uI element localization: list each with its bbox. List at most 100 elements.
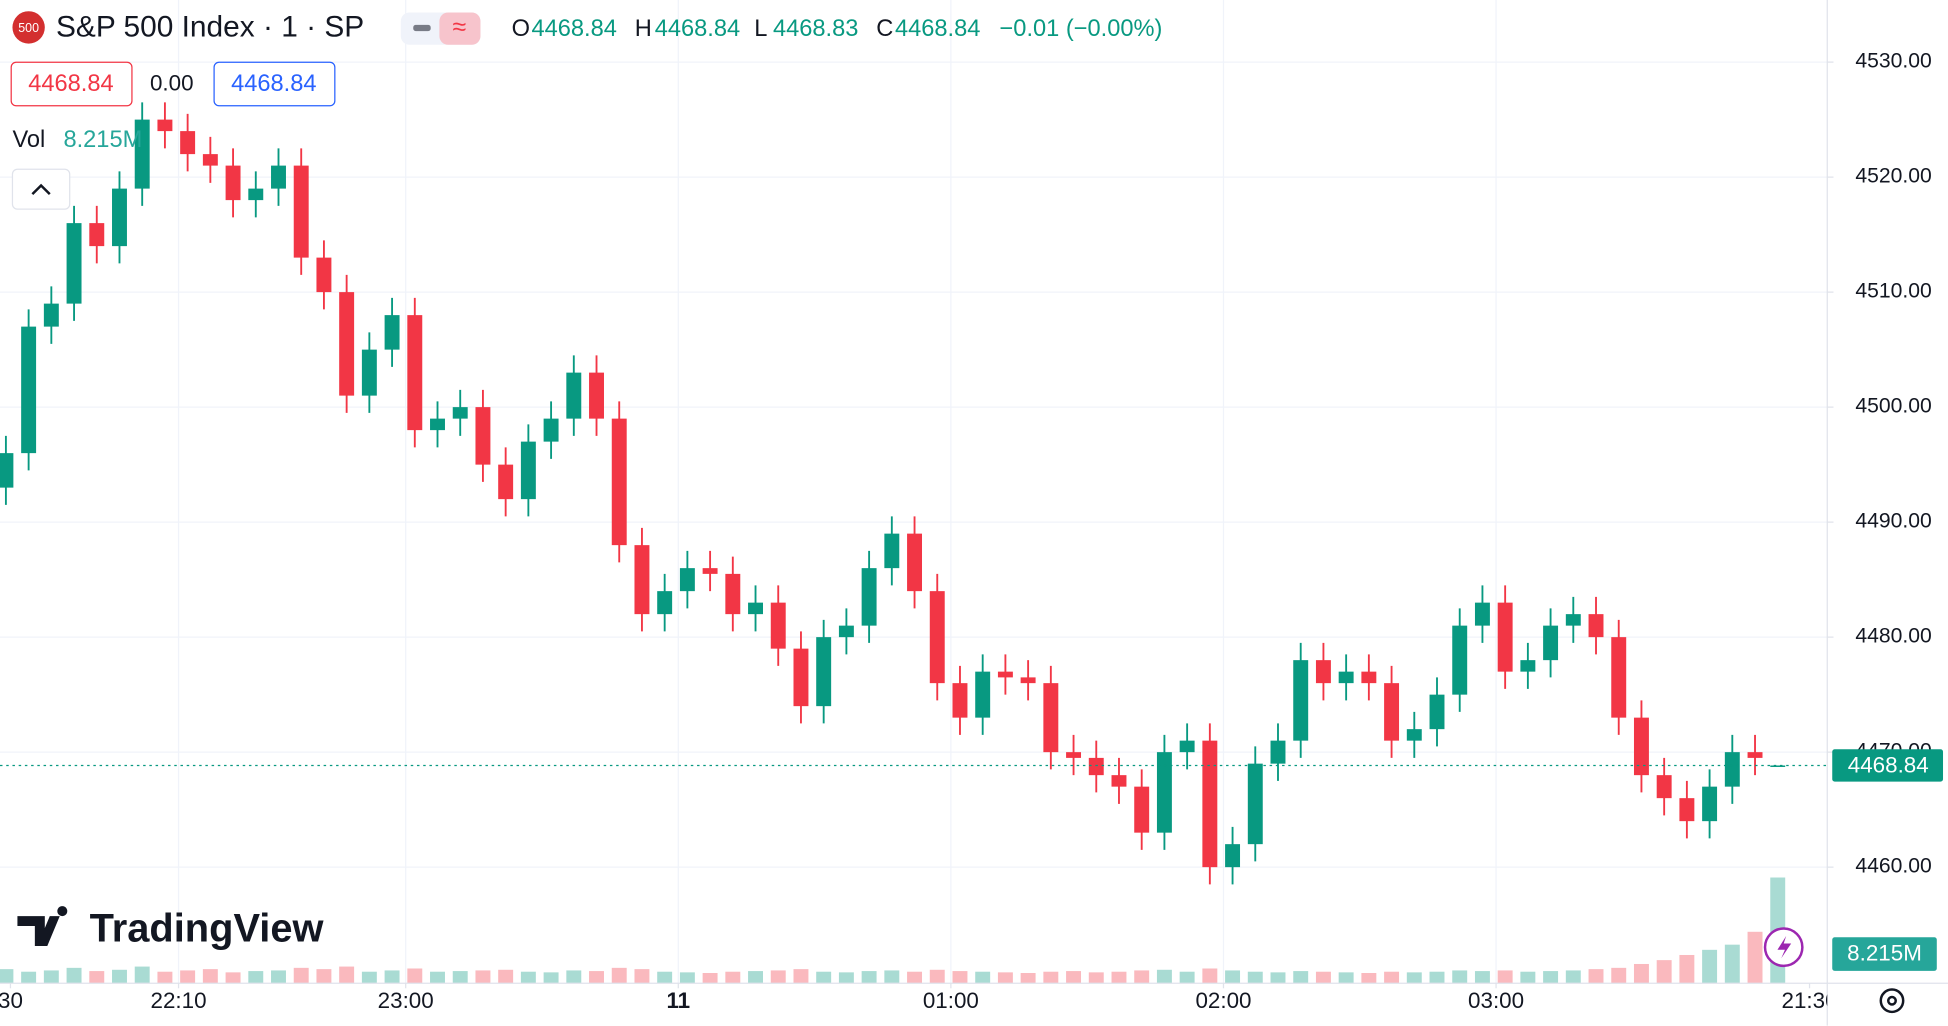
y-tick-label: 4530.00 [1855, 50, 1931, 73]
volume-bar [89, 971, 105, 984]
volume-bar [1724, 944, 1740, 984]
volume-bar [1020, 973, 1036, 984]
candle-body [1043, 683, 1059, 753]
legend-value: 4468.84 [531, 16, 616, 42]
candle-body [725, 573, 741, 615]
volume-bar [1202, 968, 1218, 984]
volume-bar [157, 971, 173, 984]
candle-body [1338, 671, 1354, 684]
overlay: 500 S&P 500 Index · 1 · SP ≈ O 4468.84 H… [10, 11, 1905, 1014]
candle-body [271, 165, 286, 189]
candle-body [430, 418, 445, 431]
candle-body [134, 119, 150, 189]
candle-body [475, 407, 491, 465]
candle-body [566, 372, 582, 419]
volume-bar [589, 971, 604, 984]
candle-body [21, 326, 37, 454]
candle-body [611, 418, 627, 546]
volume-bar [861, 971, 877, 984]
volume-bar [452, 971, 468, 984]
volume-bar [475, 970, 491, 984]
x-tick-label: 30 [0, 988, 23, 1013]
toggle-icon [413, 24, 431, 32]
sell-button[interactable] [10, 61, 133, 107]
candle-body [702, 568, 718, 574]
candle-body [861, 568, 877, 626]
candle-body [1656, 775, 1672, 799]
candle-body [1452, 625, 1468, 695]
volume-bar [929, 969, 945, 984]
volume-bar [1293, 971, 1309, 984]
x-tick-label: 11 [666, 988, 690, 1013]
volume-bar [134, 966, 150, 984]
volume-badge-label: 8.215M [1847, 941, 1922, 966]
volume-bar [1111, 971, 1127, 984]
candle-body [793, 648, 809, 707]
lightning-icon [1777, 936, 1792, 959]
candle-body [634, 545, 650, 615]
candle-body [1565, 614, 1581, 626]
candle-body [1747, 752, 1763, 758]
candle-body [1315, 660, 1331, 684]
volume-bar [907, 971, 923, 984]
legend-change: −0.01 (−0.00%) [1000, 16, 1163, 42]
volume-bar [1656, 960, 1672, 984]
candle-body [407, 315, 423, 431]
legend-label: H [635, 16, 652, 42]
toggle-active[interactable] [439, 12, 481, 45]
candle-body [1520, 660, 1536, 672]
legend-label: C [876, 16, 893, 42]
volume-bar [1520, 971, 1536, 984]
volume-bar [1633, 963, 1649, 984]
candle-body [1588, 614, 1604, 638]
volume-bar [0, 969, 14, 984]
x-tick-label: 02:00 [1195, 988, 1251, 1013]
x-tick-label: 23:00 [378, 988, 434, 1013]
buy-button[interactable] [213, 61, 336, 107]
candle-body [0, 453, 14, 488]
candle-body [452, 407, 468, 419]
volume-bar [1611, 967, 1627, 984]
volume-bar [339, 966, 355, 984]
volume-bar [248, 971, 264, 984]
volume-bar [1543, 971, 1559, 984]
candle-body [770, 602, 786, 649]
collapse-button[interactable] [11, 168, 71, 210]
volume-bar [884, 970, 900, 984]
volume-layer [0, 877, 1786, 984]
candle-body [679, 568, 695, 592]
toggle-symbol: ≈ [452, 13, 466, 41]
candle-body [1111, 775, 1127, 787]
candle-body [1384, 683, 1400, 741]
settings-icon[interactable] [1879, 988, 1905, 1014]
buy-price: 4468.84 [231, 71, 316, 97]
candle-body [657, 591, 673, 615]
volume-bar [316, 969, 332, 984]
volume-bar [543, 972, 559, 984]
candle-body [589, 372, 604, 419]
candle-body [248, 188, 264, 201]
candle-body [1474, 602, 1490, 626]
volume-bar [1043, 971, 1059, 984]
volume-bar [1679, 954, 1695, 984]
volume-bar [430, 971, 445, 984]
volume-bar [1156, 969, 1172, 984]
candle-body [1724, 752, 1740, 787]
candle-body [1497, 602, 1513, 672]
candle-body [498, 464, 514, 500]
y-tick-label: 4490.00 [1855, 510, 1931, 533]
candle-body [1293, 660, 1309, 741]
sell-price: 4468.84 [28, 71, 113, 97]
symbol-logo [12, 11, 45, 44]
candle-body [748, 602, 763, 615]
volume-bar [838, 972, 854, 984]
legend-value: 4468.83 [773, 16, 858, 42]
spread: 0.00 [150, 71, 194, 96]
candle-body [66, 223, 82, 304]
legend-value: 4468.84 [655, 16, 740, 42]
symbol-title[interactable]: S&P 500 Index · 1 · SP [56, 11, 364, 44]
volume-bar [1565, 970, 1581, 984]
volume-bar [1474, 971, 1490, 984]
volume-bar [1361, 973, 1377, 984]
